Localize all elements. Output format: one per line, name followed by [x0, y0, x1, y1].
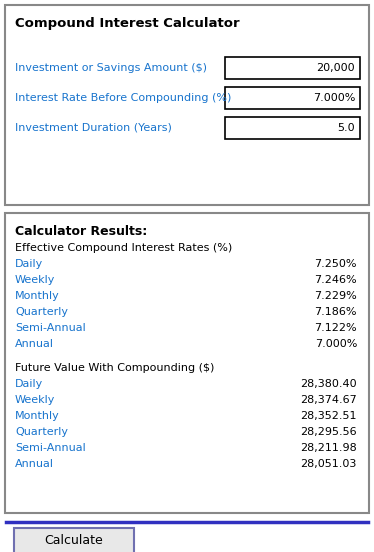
- Text: Future Value With Compounding ($): Future Value With Compounding ($): [15, 363, 214, 373]
- Text: Compound Interest Calculator: Compound Interest Calculator: [15, 17, 240, 30]
- Text: Semi-Annual: Semi-Annual: [15, 323, 86, 333]
- Text: 7.250%: 7.250%: [315, 259, 357, 269]
- Text: Investment or Savings Amount ($): Investment or Savings Amount ($): [15, 63, 207, 73]
- Text: 28,295.56: 28,295.56: [300, 427, 357, 437]
- Text: Daily: Daily: [15, 259, 43, 269]
- Bar: [5, 5, 369, 205]
- Text: 7.246%: 7.246%: [315, 275, 357, 285]
- Text: 7.122%: 7.122%: [315, 323, 357, 333]
- Text: 7.229%: 7.229%: [314, 291, 357, 301]
- Text: Investment Duration (Years): Investment Duration (Years): [15, 123, 172, 133]
- Text: 7.000%: 7.000%: [315, 339, 357, 349]
- Text: 7.000%: 7.000%: [313, 93, 355, 103]
- Text: Calculate: Calculate: [45, 533, 103, 546]
- Bar: [225, 57, 360, 79]
- Text: Quarterly: Quarterly: [15, 307, 68, 317]
- Bar: [5, 213, 369, 513]
- Text: Quarterly: Quarterly: [15, 427, 68, 437]
- Text: 7.186%: 7.186%: [315, 307, 357, 317]
- Text: 5.0: 5.0: [337, 123, 355, 133]
- Text: Annual: Annual: [15, 459, 54, 469]
- Text: 28,352.51: 28,352.51: [300, 411, 357, 421]
- Bar: [14, 528, 134, 552]
- Text: Interest Rate Before Compounding (%): Interest Rate Before Compounding (%): [15, 93, 232, 103]
- Bar: [225, 117, 360, 139]
- Text: Annual: Annual: [15, 339, 54, 349]
- Text: Daily: Daily: [15, 379, 43, 389]
- Text: 28,211.98: 28,211.98: [300, 443, 357, 453]
- Text: Calculator Results:: Calculator Results:: [15, 225, 147, 238]
- Text: Weekly: Weekly: [15, 395, 55, 405]
- Text: Weekly: Weekly: [15, 275, 55, 285]
- Bar: [225, 87, 360, 109]
- Text: Effective Compound Interest Rates (%): Effective Compound Interest Rates (%): [15, 243, 232, 253]
- Text: 28,051.03: 28,051.03: [301, 459, 357, 469]
- Text: Semi-Annual: Semi-Annual: [15, 443, 86, 453]
- Text: 28,374.67: 28,374.67: [300, 395, 357, 405]
- Text: Monthly: Monthly: [15, 291, 60, 301]
- Text: 20,000: 20,000: [316, 63, 355, 73]
- Text: Monthly: Monthly: [15, 411, 60, 421]
- Text: 28,380.40: 28,380.40: [300, 379, 357, 389]
